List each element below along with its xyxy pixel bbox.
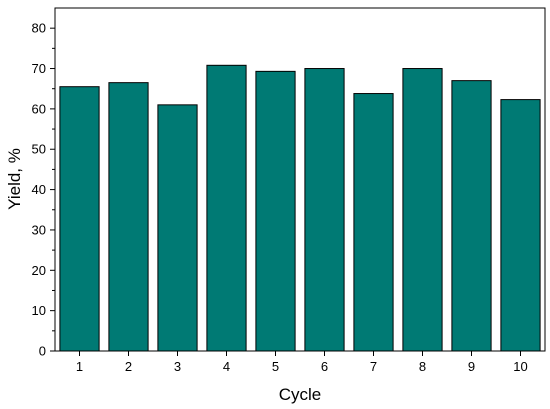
y-tick-label: 40 [32,182,46,197]
x-tick-label: 7 [370,359,377,374]
x-tick-label: 6 [321,359,328,374]
y-tick-label: 30 [32,222,46,237]
bars-group [59,64,541,352]
x-tick-label: 2 [125,359,132,374]
y-axis-title: Yield, % [5,148,24,210]
x-tick-label: 8 [419,359,426,374]
x-tick-label: 9 [468,359,475,374]
y-tick-label: 20 [32,263,46,278]
bar-cycle-2 [108,82,149,352]
x-tick-label: 1 [76,359,83,374]
bar-cycle-9 [451,80,492,352]
y-tick-label: 70 [32,61,46,76]
bar-cycle-4 [206,64,247,352]
bar-cycle-6 [304,68,345,352]
bar-cycle-7 [353,93,394,352]
y-tick-label: 60 [32,101,46,116]
bar-cycle-10 [500,99,541,352]
y-tick-label: 50 [32,142,46,157]
bar-cycle-3 [157,104,198,352]
bar-cycle-1 [59,86,100,352]
bar-cycle-5 [255,70,296,352]
x-axis-title: Cycle [279,385,322,404]
axes-group [54,7,546,352]
y-tick-label: 80 [32,21,46,36]
x-tick-label: 10 [513,359,527,374]
x-ticks-group: 1 2 3 4 5 6 7 8 9 10 [76,351,528,374]
y-ticks-group: 0 10 20 30 40 50 60 70 80 [32,21,55,359]
plot-frame [54,7,546,352]
y-tick-label: 0 [39,344,46,359]
y-tick-label: 10 [32,303,46,318]
x-tick-label: 4 [223,359,230,374]
x-tick-label: 5 [272,359,279,374]
x-tick-label: 3 [174,359,181,374]
bar-cycle-8 [402,68,443,352]
